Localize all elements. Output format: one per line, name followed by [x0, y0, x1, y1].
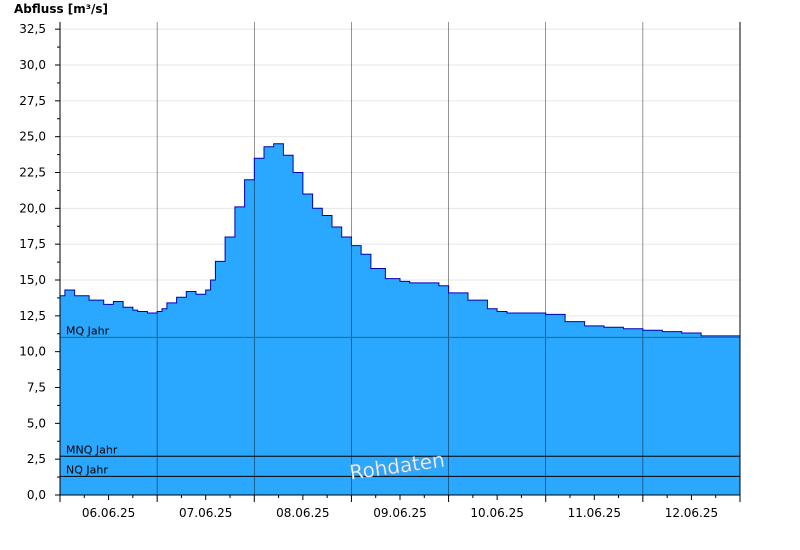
x-tick-label: 07.06.25: [179, 506, 232, 520]
y-tick-label: 15,0: [19, 273, 46, 287]
x-tick-label: 08.06.25: [276, 506, 329, 520]
y-axis-label: Abfluss [m³/s]: [14, 2, 108, 16]
y-tick-label: 25,0: [19, 130, 46, 144]
reference-line-label: MQ Jahr: [66, 324, 110, 337]
x-tick-label: 11.06.25: [568, 506, 621, 520]
y-tick-label: 7,5: [27, 381, 46, 395]
y-tick-label: 27,5: [19, 94, 46, 108]
x-axis-ticks: 06.06.25 07.06.25 08.06.25 09.06.25 10.06.25…: [59, 495, 741, 520]
reference-line-label: NQ Jahr: [66, 463, 108, 476]
y-tick-label: 2,5: [27, 452, 46, 466]
y-tick-label: 12,5: [19, 309, 46, 323]
y-axis-ticks: 0,0 2,5 5,0 7,5 10,0 12,5 15,0 17,5 20,0 22,5 25,0…: [19, 22, 60, 502]
y-tick-label: 0,0: [27, 488, 46, 502]
y-tick-label: 22,5: [19, 166, 46, 180]
y-tick-label: 17,5: [19, 237, 46, 251]
reference-lines: MQ Jahr MNQ Jahr NQ Jahr: [60, 324, 740, 477]
day-separators: [156, 22, 644, 495]
discharge-area: [60, 143, 740, 496]
x-tick-label: 06.06.25: [82, 506, 135, 520]
y-tick-label: 32,5: [19, 22, 46, 36]
y-tick-label: 20,0: [19, 201, 46, 215]
x-tick-label: 10.06.25: [470, 506, 523, 520]
discharge-line: [60, 143, 740, 337]
y-tick-label: 5,0: [27, 416, 46, 430]
y-tick-label: 10,0: [19, 345, 46, 359]
x-tick-label: 09.06.25: [373, 506, 426, 520]
y-tick-label: 30,0: [19, 58, 46, 72]
x-tick-label: 12.06.25: [665, 506, 718, 520]
reference-line-label: MNQ Jahr: [66, 443, 118, 456]
